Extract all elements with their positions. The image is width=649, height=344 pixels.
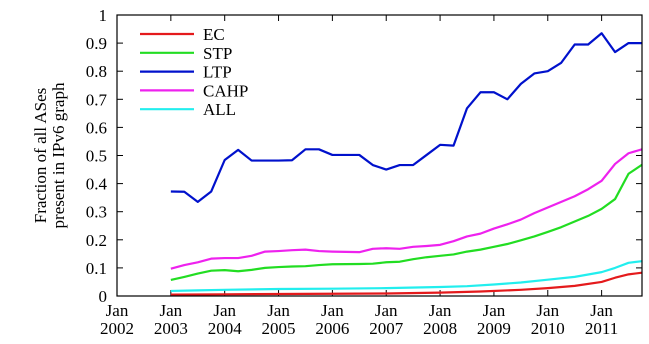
y-axis-title-line: Fraction of all ASes [31,88,50,224]
x-tick-label: Jan 2004 [208,301,243,338]
y-tick-label: 1 [99,6,108,25]
x-tick-label-line: Jan [267,301,290,320]
y-tick-label: 0.4 [86,175,108,194]
y-axis-label: Fraction of all ASespresent in IPv6 grap… [31,82,68,228]
x-tick-label-line: Jan [106,301,129,320]
x-tick-label: Jan 2008 [423,301,457,338]
x-tick-label-line: Jan [536,301,559,320]
legend-label-stp: STP [203,44,232,63]
x-tick-label-line: 2006 [315,319,349,338]
x-tick-label-line: Jan [483,301,506,320]
x-tick-label: Jan 2003 [154,301,188,338]
x-tick-label-line: 2003 [154,319,188,338]
y-tick-label: 0.7 [86,90,108,109]
y-tick-label: 0.8 [86,62,107,81]
x-tick-label: Jan 2011 [585,301,618,338]
x-tick-label: Jan 2010 [531,301,565,338]
y-tick-label: 0.6 [86,118,107,137]
x-tick-label-line: Jan [160,301,183,320]
y-tick-label: 0 [99,287,108,306]
x-tick-label: Jan 2002 [100,301,134,338]
x-tick-label-line: 2009 [477,319,511,338]
x-tick-label-line: Jan [375,301,398,320]
legend-label-ec: EC [203,25,225,44]
series-line-ltp [170,32,642,203]
x-tick-label: Jan 2006 [315,301,349,338]
legend-label-all: ALL [203,100,236,119]
legend-label-ltp: LTP [203,63,232,82]
x-tick-label-line: Jan [321,301,344,320]
x-tick-label-line: 2011 [585,319,618,338]
y-tick-label: 0.9 [86,34,107,53]
x-tick-label-line: 2004 [208,319,243,338]
series-line-all [170,260,643,293]
y-tick-label: 0.5 [86,147,107,166]
y-axis-title-line: present in IPv6 graph [49,82,68,228]
x-tick-label-line: Jan [590,301,613,320]
x-tick-label-line: Jan [429,301,452,320]
series-line-ec [170,271,643,296]
x-tick-label: Jan 2009 [477,301,511,338]
x-tick-label-line: 2008 [423,319,457,338]
tick-marks [116,14,642,297]
x-tick-label-line: 2007 [369,319,404,338]
x-tick-label-line: 2010 [531,319,565,338]
y-tick-label: 0.1 [86,259,107,278]
plot-frame [116,14,643,297]
y-tick-label: 0.2 [86,231,107,250]
x-tick-label: Jan 2007 [369,301,404,338]
x-tick-label-line: 2005 [262,319,296,338]
legend-label-cahp: CAHP [203,81,248,100]
x-tick-label: Jan 2005 [262,301,296,338]
y-axis-title: Fraction of all ASespresent in IPv6 grap… [31,82,68,228]
series-lines [170,32,643,296]
x-tick-label-line: 2002 [100,319,134,338]
y-tick-label: 0.3 [86,203,107,222]
series-line-stp [170,163,643,282]
series-line-cahp [170,148,643,270]
x-tick-label-line: Jan [213,301,236,320]
